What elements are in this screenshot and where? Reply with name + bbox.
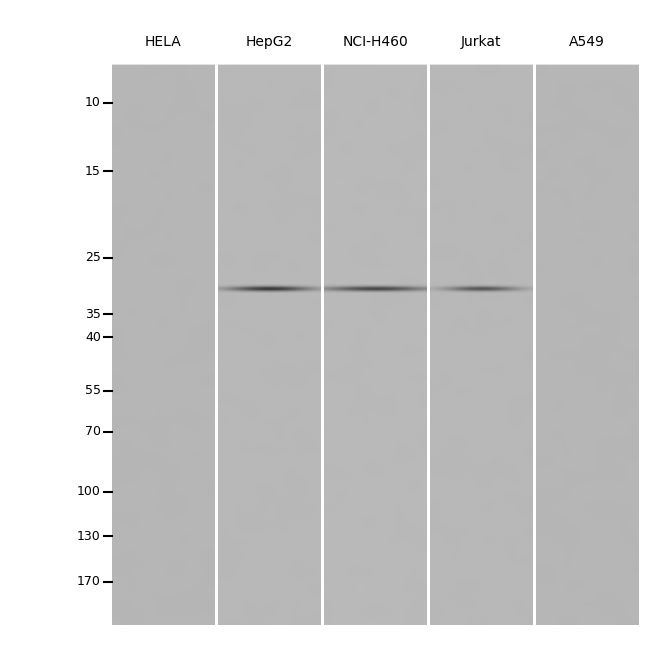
Text: 25: 25 [85, 251, 101, 264]
Text: HELA: HELA [145, 34, 182, 49]
Text: 10: 10 [85, 96, 101, 109]
FancyBboxPatch shape [112, 65, 214, 625]
FancyBboxPatch shape [430, 65, 533, 625]
Text: 55: 55 [84, 384, 101, 397]
Text: 15: 15 [85, 165, 101, 178]
FancyBboxPatch shape [536, 65, 639, 625]
FancyBboxPatch shape [218, 65, 321, 625]
Text: A549: A549 [569, 34, 605, 49]
Text: 170: 170 [77, 575, 101, 588]
Text: Jurkat: Jurkat [461, 34, 502, 49]
Text: 100: 100 [77, 485, 101, 498]
Text: HepG2: HepG2 [246, 34, 293, 49]
Text: NCI-H460: NCI-H460 [343, 34, 408, 49]
Text: 40: 40 [85, 330, 101, 343]
Text: 35: 35 [85, 308, 101, 321]
Text: 130: 130 [77, 530, 101, 543]
FancyBboxPatch shape [324, 65, 427, 625]
Text: 70: 70 [84, 425, 101, 438]
